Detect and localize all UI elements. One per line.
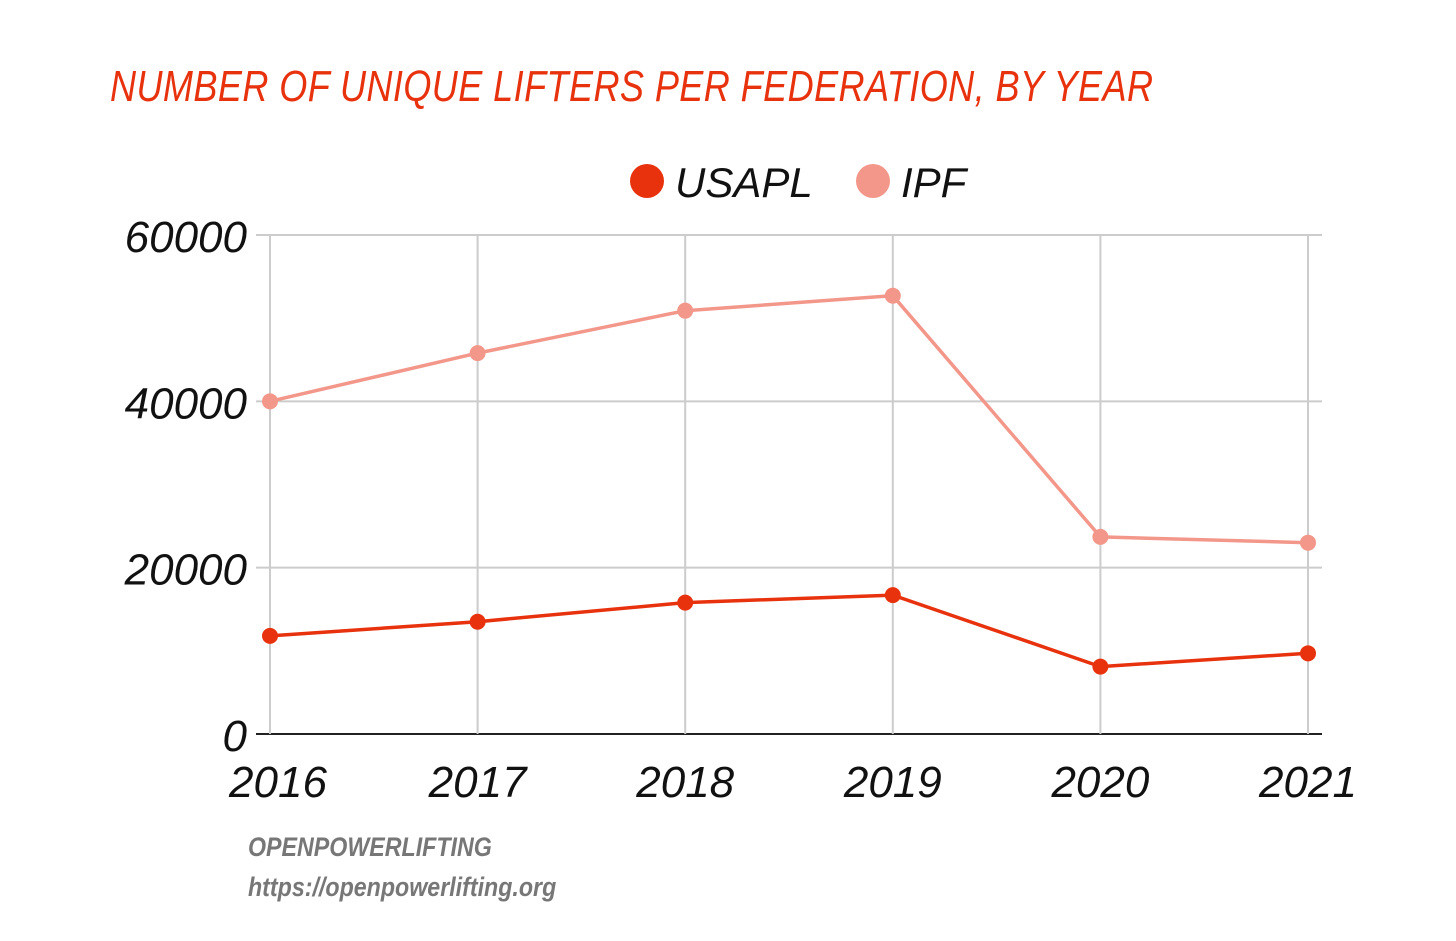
data-point-usapl: [1300, 645, 1316, 662]
x-tick-label: 2018: [635, 758, 734, 807]
y-tick-label: 0: [223, 712, 248, 761]
y-tick-label: 60000: [125, 213, 248, 262]
data-point-ipf: [262, 393, 278, 410]
data-point-usapl: [469, 613, 486, 630]
legend-label-ipf: IPF: [901, 159, 969, 206]
y-tick-label: 20000: [124, 546, 248, 595]
legend-label-usapl: USAPL: [675, 159, 813, 206]
series-line-ipf: [269, 293, 1309, 545]
x-axis-ticks: 2016 2017 2018 2019 2020 2021: [228, 758, 1357, 807]
source-name: OPENPOWERLIFTING: [248, 832, 492, 862]
series-points: [262, 287, 1316, 675]
legend-item-usapl: USAPL: [630, 159, 813, 206]
legend-item-ipf: IPF: [856, 159, 969, 206]
series-lines: [269, 293, 1309, 669]
source-url: https://openpowerlifting.org: [248, 872, 557, 902]
legend: USAPL IPF: [630, 159, 969, 206]
y-tick-label: 40000: [125, 379, 248, 428]
x-tick-label: 2021: [1258, 758, 1357, 807]
x-tick-label: 2019: [843, 758, 942, 807]
data-point-ipf: [1300, 534, 1316, 551]
x-tick-label: 2020: [1050, 758, 1149, 807]
data-point-usapl: [677, 594, 694, 611]
chart-title: NUMBER OF UNIQUE LIFTERS PER FEDERATION,…: [110, 62, 1154, 111]
data-point-usapl: [262, 627, 278, 644]
data-point-ipf: [1092, 528, 1109, 545]
y-axis-ticks: 0 20000 40000 60000: [124, 213, 248, 761]
data-point-ipf: [677, 302, 694, 319]
x-tick-label: 2016: [228, 758, 327, 807]
legend-marker-usapl: [630, 164, 664, 198]
data-point-usapl: [1092, 658, 1109, 675]
grid: [256, 234, 1322, 735]
data-point-usapl: [884, 587, 901, 604]
legend-marker-ipf: [856, 164, 890, 198]
x-tick-label: 2017: [428, 758, 528, 807]
data-point-ipf: [469, 345, 486, 362]
series-line-usapl: [269, 593, 1309, 669]
data-point-ipf: [884, 287, 901, 304]
